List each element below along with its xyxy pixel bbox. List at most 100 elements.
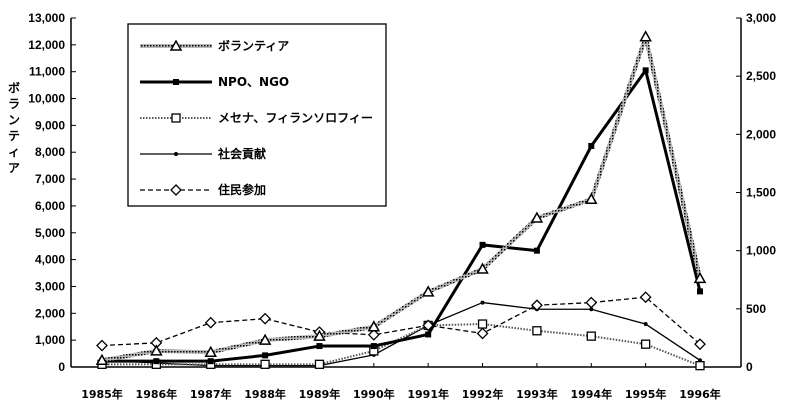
- series-line: [101, 34, 702, 363]
- right-tick-label: 500: [746, 302, 766, 316]
- right-tick-label: 0: [746, 360, 753, 374]
- data-point: [639, 291, 652, 304]
- legend-label: 住民参加: [218, 182, 266, 197]
- data-point: [530, 211, 544, 223]
- left-tick-label: 3,000: [35, 279, 65, 293]
- data-point: [262, 352, 269, 359]
- data-point: [153, 358, 160, 365]
- data-point: [421, 285, 435, 297]
- data-point: [639, 30, 652, 42]
- series-3: [97, 319, 705, 371]
- data-point: [477, 319, 488, 329]
- legend-swatch-marker: [169, 39, 183, 51]
- data-point: [476, 262, 489, 274]
- x-tick-label: 1990年: [353, 387, 395, 401]
- x-tick-label: 1989年: [299, 387, 341, 401]
- legend-swatch-marker: [171, 113, 181, 123]
- data-point: [316, 343, 323, 350]
- data-point: [260, 359, 270, 369]
- data-point: [204, 316, 217, 329]
- data-point: [695, 361, 705, 371]
- data-point: [258, 333, 272, 345]
- data-point: [640, 339, 651, 349]
- right-tick-label: 1,500: [746, 186, 776, 200]
- data-point: [532, 326, 542, 336]
- data-point: [96, 339, 108, 352]
- x-tick-label: 1992年: [462, 387, 504, 401]
- data-point: [370, 343, 377, 350]
- data-point: [476, 327, 489, 340]
- legend-entry: 住民参加: [140, 182, 266, 197]
- data-point: [697, 288, 703, 295]
- left-tick-label: 4,000: [35, 253, 65, 267]
- data-point: [642, 67, 649, 74]
- series-line: [102, 68, 702, 363]
- right-tick-label: 2,500: [746, 69, 776, 83]
- left-tick-label: 6,000: [35, 199, 65, 213]
- data-point: [588, 142, 595, 149]
- legend-entry: ボランティア: [140, 38, 289, 53]
- left-tick-label: 13,000: [28, 11, 65, 25]
- data-point: [367, 328, 380, 341]
- left-tick-label: 10,000: [28, 92, 65, 106]
- legend-label: メセナ、フィランソロフィー: [218, 111, 373, 125]
- data-point: [479, 241, 486, 248]
- data-point: [533, 247, 540, 254]
- legend-label: 社会貢献: [217, 146, 266, 161]
- x-tick-label: 1988年: [244, 387, 286, 401]
- left-tick-label: 11,000: [29, 65, 65, 79]
- x-tick-label: 1986年: [136, 387, 178, 401]
- legend-label: NPO、NGO: [218, 75, 289, 89]
- data-point: [367, 320, 381, 332]
- y-axis-label: ボランティア: [8, 80, 20, 175]
- right-tick-label: 2,000: [746, 127, 776, 141]
- left-tick-label: 8,000: [35, 145, 65, 159]
- data-point: [150, 344, 163, 356]
- legend-swatch-marker: [173, 79, 179, 85]
- data-point: [204, 345, 218, 357]
- x-tick-label: 1985年: [81, 387, 123, 401]
- series-5: [96, 291, 706, 352]
- data-point: [207, 358, 214, 365]
- series-line: [102, 323, 701, 367]
- data-point: [95, 353, 109, 366]
- x-tick-label: 1996年: [679, 387, 721, 401]
- data-point: [314, 359, 325, 369]
- data-point: [589, 307, 594, 312]
- left-tick-label: 0: [58, 360, 65, 374]
- left-tick-label: 5,000: [35, 226, 65, 240]
- data-point: [425, 331, 432, 338]
- legend-label: ボランティア: [218, 38, 289, 53]
- right-tick-label: 3,000: [746, 11, 776, 25]
- left-tick-label: 12,000: [28, 38, 65, 52]
- x-tick-label: 1991年: [407, 387, 449, 401]
- legend-entry: NPO、NGO: [140, 75, 289, 89]
- legend-swatch-marker: [170, 184, 182, 196]
- series-2: [99, 67, 703, 365]
- data-point: [694, 338, 706, 351]
- x-tick-label: 1993年: [516, 387, 558, 401]
- series-1: [95, 30, 707, 366]
- legend-box: [127, 23, 387, 207]
- left-tick-label: 7,000: [35, 172, 65, 186]
- data-point: [530, 299, 543, 312]
- data-point: [586, 331, 596, 341]
- right-tick-label: 1,000: [746, 244, 776, 258]
- legend-swatch-marker: [174, 152, 178, 156]
- legend-entry: メセナ、フィランソロフィー: [140, 111, 373, 125]
- series-line: [101, 296, 701, 347]
- legend-entry: 社会貢献: [140, 146, 266, 161]
- data-point: [313, 329, 326, 341]
- data-point: [643, 322, 648, 327]
- data-point: [584, 192, 598, 204]
- left-tick-label: 1,000: [35, 333, 65, 347]
- data-point: [585, 296, 598, 309]
- x-tick-label: 1994年: [570, 387, 612, 401]
- series-line: [101, 301, 701, 367]
- x-tick-label: 1995年: [625, 387, 667, 401]
- x-tick-label: 1987年: [190, 387, 232, 401]
- left-tick-label: 9,000: [35, 118, 65, 132]
- data-point: [693, 271, 707, 284]
- left-tick-label: 2,000: [35, 306, 65, 320]
